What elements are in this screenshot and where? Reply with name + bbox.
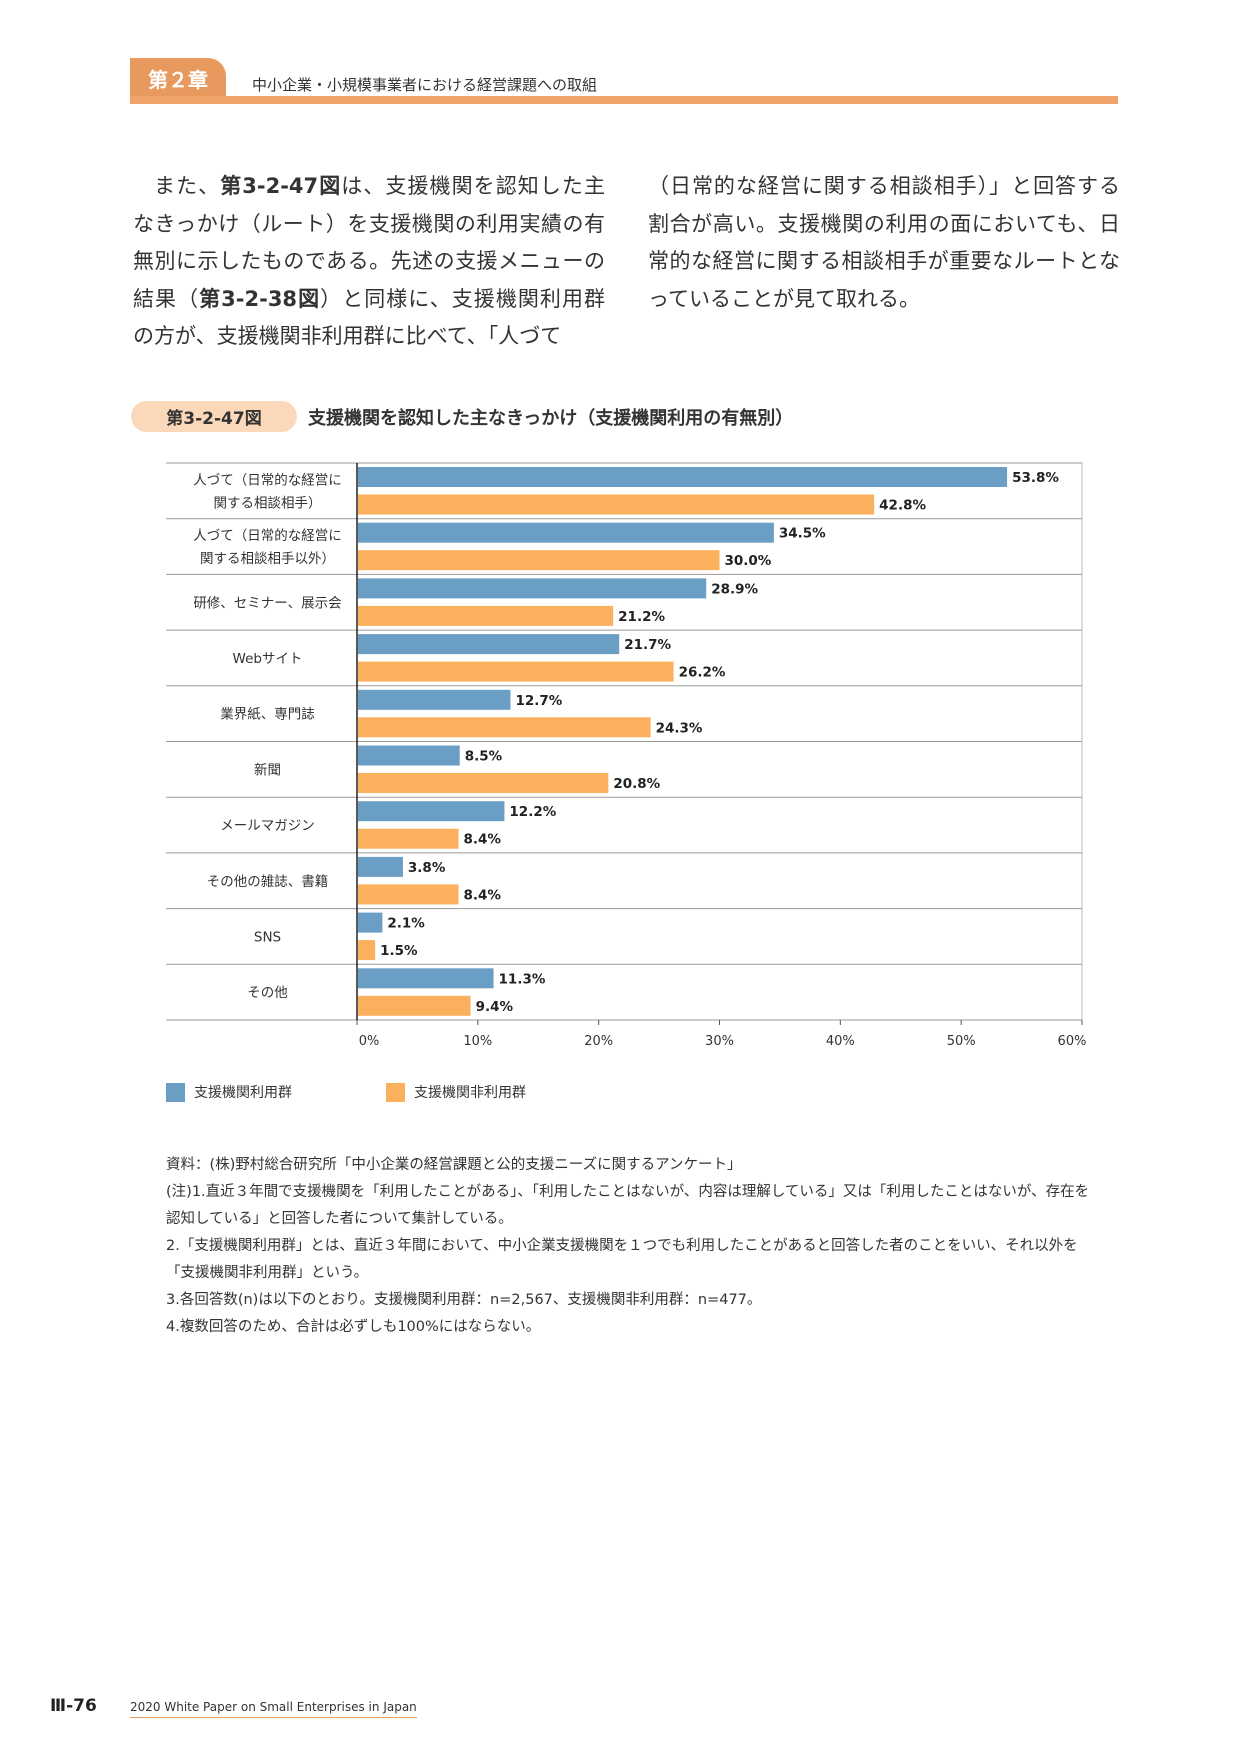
category-label: 人づて（日常的な経営に: [193, 528, 342, 544]
page-number: Ⅲ-76: [50, 1696, 97, 1716]
category-label: Webサイト: [233, 651, 303, 667]
x-tick-label: 40%: [826, 1034, 855, 1049]
x-tick-label: 30%: [705, 1034, 734, 1049]
category-label: SNS: [254, 929, 281, 945]
bar-used: [358, 801, 505, 822]
data-label: 12.2%: [509, 804, 556, 820]
data-label: 3.8%: [408, 860, 446, 876]
legend-item-used: 支援機関利用群: [166, 1082, 292, 1102]
note-line: 資料：(株)野村総合研究所「中小企業の経営課題と公的支援ニーズに関するアンケート…: [166, 1157, 742, 1173]
body-text-right: （日常的な経営に関する相談相手）」と回答する割合が高い。支援機関の利用の面におい…: [648, 174, 1120, 311]
data-label: 11.3%: [499, 971, 546, 987]
note-line: 2.「支援機関利用群」とは、直近３年間において、中小企業支援機関を１つでも利用し…: [166, 1238, 1078, 1281]
category-label: 業界紙、専門誌: [220, 707, 315, 723]
data-label: 21.7%: [624, 637, 671, 653]
x-tick-label: 50%: [947, 1034, 976, 1049]
note-line: 3.各回答数(n)は以下のとおり。支援機関利用群：n=2,567、支援機関非利用…: [166, 1292, 762, 1308]
data-label: 21.2%: [618, 609, 665, 625]
bar-used: [358, 912, 383, 933]
category-label: その他の雑誌、書籍: [207, 873, 329, 890]
legend-item-not-used: 支援機関非利用群: [386, 1082, 526, 1102]
data-label: 8.5%: [465, 749, 503, 765]
header-rule: [130, 96, 1118, 104]
data-label: 30.0%: [725, 553, 772, 569]
x-tick-label: 20%: [584, 1034, 613, 1049]
data-label: 34.5%: [779, 526, 826, 542]
category-label: 新聞: [254, 762, 281, 778]
bar-chart: 0% 10% 20% 30% 40% 50% 60% 人づて（日常的な経営に関する相談相手） 5…: [166, 462, 1087, 1049]
category-label: 関する相談相手以外）: [200, 551, 335, 567]
data-label: 1.5%: [380, 943, 418, 959]
data-label: 9.4%: [476, 999, 514, 1015]
note-line: 4.複数回答のため、合計は必ずしも100%にはならない。: [166, 1319, 541, 1335]
body-text-segment: また、: [154, 174, 221, 198]
data-label: 24.3%: [656, 720, 703, 736]
bar-not-used: [358, 773, 609, 793]
bar-not-used: [358, 884, 459, 905]
bar-used: [358, 689, 511, 710]
bar-not-used: [358, 828, 459, 849]
figure-number-badge: 第3-2-47図: [131, 401, 297, 432]
bar-used: [358, 634, 620, 655]
bar-not-used: [358, 550, 720, 571]
x-tick-label: 10%: [463, 1034, 492, 1049]
data-label: 42.8%: [879, 498, 926, 514]
legend-label: 支援機関非利用群: [414, 1085, 526, 1101]
bar-used: [358, 968, 494, 989]
bar-not-used: [358, 995, 471, 1016]
data-label: 2.1%: [387, 916, 425, 932]
bar-not-used: [358, 661, 674, 682]
data-label: 53.8%: [1012, 470, 1059, 486]
category-label: 研修、セミナー、展示会: [193, 595, 341, 611]
bar-not-used: [358, 494, 875, 515]
body-text-segment: ）と同様に、支援機関利用群の方が、支援機関非利用群に比べて、「人づて: [133, 286, 605, 349]
bar-used: [358, 467, 1008, 487]
data-label: 8.4%: [464, 832, 502, 848]
body-text-segment: は、支援機関を認知した主なきっかけ（ルート）を支援機関の利用実績の有無別に示した…: [133, 174, 605, 311]
figure-reference: 第3-2-38図: [199, 286, 321, 311]
category-label: その他: [247, 985, 288, 1001]
category-label: 人づて（日常的な経営に: [193, 472, 342, 488]
chapter-title: 中小企業・小規模事業者における経営課題への取組: [252, 76, 598, 94]
legend-swatch: [386, 1082, 405, 1102]
figure-reference: 第3-2-47図: [220, 174, 342, 198]
bar-used: [358, 578, 707, 599]
figure-title: 支援機関を認知した主なきっかけ（支援機関利用の有無別）: [308, 408, 794, 429]
bar-not-used: [358, 717, 651, 738]
body-text-left: また、第3-2-47図は、支援機関を認知した主なきっかけ（ルート）を支援機関の利…: [133, 168, 605, 356]
footer-title: 2020 White Paper on Small Enterprises in…: [130, 1700, 417, 1718]
bar-used: [358, 522, 774, 543]
legend-swatch: [166, 1082, 185, 1102]
category-label: 関する相談相手）: [214, 495, 322, 511]
data-label: 26.2%: [679, 665, 726, 681]
data-label: 12.7%: [515, 693, 562, 709]
note-line: (注)1.直近３年間で支援機関を「利用したことがある」、「利用したことはないが、…: [166, 1184, 1090, 1227]
category-label: メールマガジン: [220, 818, 315, 834]
x-tick-label: 60%: [1058, 1034, 1087, 1049]
data-label: 28.9%: [711, 581, 758, 597]
bar-used: [358, 745, 460, 766]
bar-not-used: [358, 940, 376, 961]
legend-label: 支援機関利用群: [194, 1085, 292, 1101]
x-tick-label: 0%: [359, 1034, 380, 1049]
bar-not-used: [358, 605, 614, 626]
data-label: 20.8%: [613, 776, 660, 792]
figure-notes: 資料：(株)野村総合研究所「中小企業の経営課題と公的支援ニーズに関するアンケート…: [166, 1152, 1096, 1341]
chapter-tab: 第２章: [130, 58, 226, 98]
data-label: 8.4%: [464, 887, 502, 903]
bar-used: [358, 856, 403, 877]
